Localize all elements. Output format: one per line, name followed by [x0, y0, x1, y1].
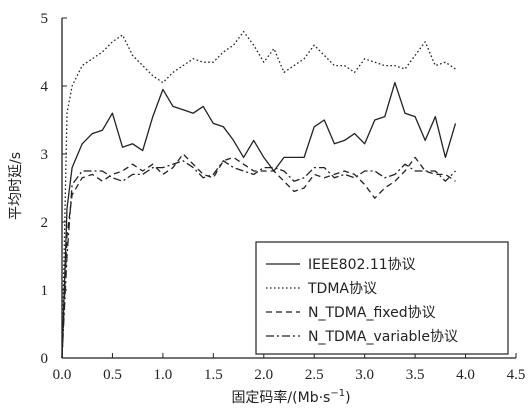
- series-layer: [61, 30, 457, 359]
- legend-label-1: IEEE802.11协议: [308, 257, 416, 273]
- x-tick-label: 0.0: [53, 367, 72, 383]
- series-line-3: [61, 153, 456, 359]
- x-axis-label-main: 固定码率/(Mb·s: [231, 389, 330, 406]
- x-tick-label: 3.0: [355, 367, 374, 383]
- series-line-4: [61, 160, 456, 359]
- x-axis-label: 固定码率/(Mb·s−1): [231, 388, 350, 406]
- series-line-1: [61, 81, 457, 359]
- legend-label-3: N_TDMA_fixed协议: [308, 305, 436, 321]
- x-tick-label: 4.5: [507, 367, 526, 383]
- legend-label-4: N_TDMA_variable协议: [308, 329, 458, 345]
- x-axis-label-superscript: −1: [330, 388, 345, 399]
- legend-label-2: TDMA协议: [307, 281, 377, 297]
- x-tick-label: 1.0: [154, 367, 173, 383]
- y-ticks: 0 1 2 3 4 5: [41, 11, 67, 367]
- y-axis-label: 平均时延/s: [8, 152, 24, 220]
- y-tick-label: 4: [41, 79, 49, 95]
- x-tick-label: 2.0: [254, 367, 273, 383]
- y-tick-label: 3: [41, 147, 49, 163]
- y-tick-label: 2: [41, 215, 49, 231]
- x-tick-label: 3.5: [406, 367, 425, 383]
- x-tick-label: 4.0: [456, 367, 475, 383]
- x-axis-label-close: ): [345, 390, 350, 406]
- x-ticks: 0.0 0.5 1.0 1.5 2.0 2.5 3.0 3.5 4.0 4.5: [53, 353, 526, 383]
- legend: IEEE802.11协议 TDMA协议 N_TDMA_fixed协议 N_TDMA_v…: [255, 241, 509, 355]
- y-tick-label: 1: [41, 283, 49, 299]
- axes: 0.0 0.5 1.0 1.5 2.0 2.5 3.0 3.5 4.0 4.5 0 1 2 3 4 5: [41, 11, 526, 383]
- x-tick-label: 0.5: [103, 367, 122, 383]
- y-tick-label: 0: [41, 351, 49, 367]
- x-tick-label: 2.5: [305, 367, 324, 383]
- x-tick-label: 1.5: [204, 367, 223, 383]
- y-tick-label: 5: [41, 11, 49, 27]
- legend-box: [255, 241, 509, 355]
- series-line-2: [61, 30, 456, 359]
